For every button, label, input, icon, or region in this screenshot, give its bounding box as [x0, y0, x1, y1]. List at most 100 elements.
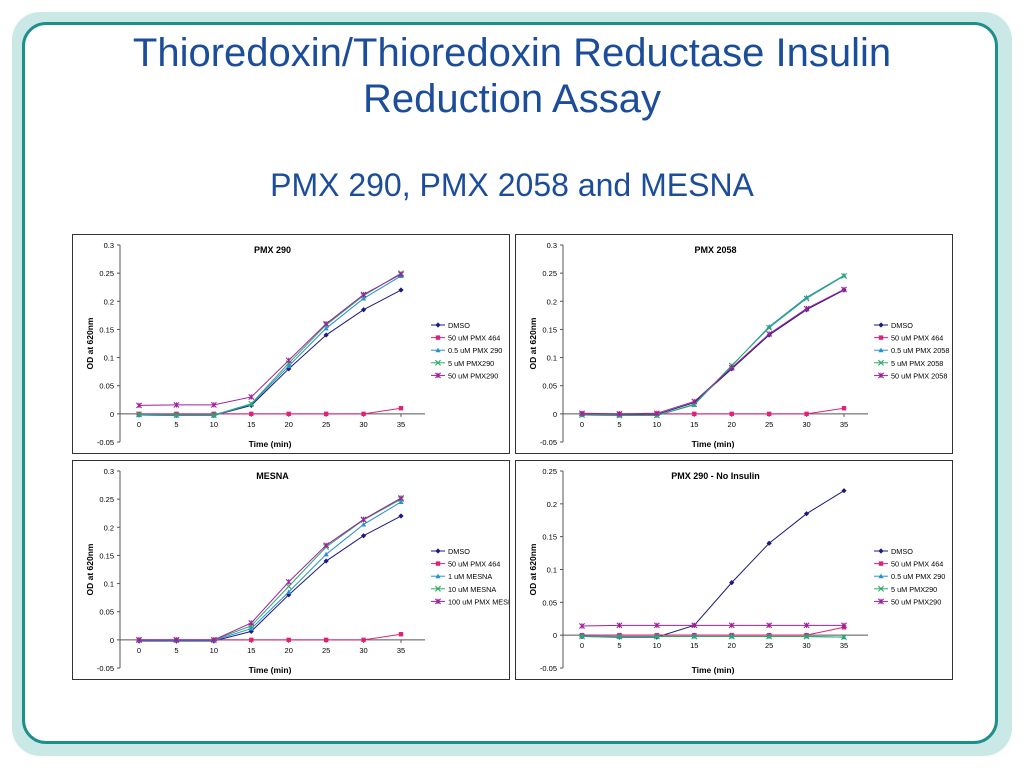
legend-label: DMSO [448, 547, 470, 556]
chart-mesna: MESNA -0.05 0 0.05 0.1 0.15 0.2 0.25 0.3 0 5 10 15 20… [85, 467, 509, 675]
data-point [249, 637, 254, 643]
x-tick-label: 25 [322, 420, 330, 429]
data-point [173, 636, 180, 643]
y-tick-label: 0.25 [542, 467, 557, 476]
data-point [323, 320, 330, 327]
series-line-0 [581, 289, 845, 415]
y-tick-label: 0.2 [547, 297, 557, 306]
series-line-1 [582, 626, 845, 636]
data-point [136, 636, 142, 643]
data-point [728, 633, 735, 640]
data-point [398, 495, 404, 502]
data-point [728, 622, 735, 629]
data-point [286, 411, 291, 417]
data-point [210, 411, 217, 418]
data-point [360, 295, 367, 301]
y-axis-label: OD at 620nm [528, 543, 538, 595]
legend-marker [435, 585, 441, 592]
data-point [285, 578, 292, 585]
series-line-4 [139, 497, 402, 641]
y-tick-label: 0.15 [542, 533, 557, 542]
y-tick-label: -0.05 [97, 438, 114, 447]
legend-marker [435, 561, 441, 566]
x-tick-label: 5 [617, 641, 621, 650]
x-tick-label: 0 [137, 646, 141, 655]
x-tick-label: 15 [690, 641, 698, 650]
x-tick-label: 15 [690, 420, 698, 429]
data-point [323, 411, 329, 417]
series-line-1 [139, 407, 402, 415]
y-tick-label: 0.2 [104, 523, 114, 532]
x-axis-label: Time (min) [692, 439, 735, 449]
data-point [691, 398, 698, 405]
y-tick-label: 0.05 [99, 382, 114, 391]
legend-label: 50 uM PMX290 [448, 371, 498, 380]
legend-marker [435, 598, 441, 605]
data-point [361, 411, 366, 417]
legend-label: 100 uM PMX MESNA [448, 597, 509, 606]
x-tick-label: 10 [653, 641, 661, 650]
legend-marker [878, 548, 884, 554]
y-tick-label: 0.05 [542, 382, 557, 391]
series-line-2 [139, 501, 402, 641]
legend-label: 50 uM PMX 464 [448, 560, 500, 569]
legend-label: 5 uM PMX 2058 [891, 359, 943, 368]
data-point [323, 637, 329, 643]
legend-marker [435, 347, 441, 353]
x-tick-label: 35 [840, 420, 848, 429]
data-point [136, 402, 142, 409]
slide-title: Thioredoxin/Thioredoxin Reductase Insuli… [40, 30, 984, 122]
x-tick-label: 20 [728, 641, 736, 650]
data-point [398, 513, 404, 519]
data-point [766, 324, 772, 329]
data-point [766, 622, 773, 629]
legend-label: DMSO [448, 321, 470, 330]
chart-panel-mesna: MESNA -0.05 0 0.05 0.1 0.15 0.2 0.25 0.3 0 5 10 15 20… [72, 460, 510, 680]
data-point [360, 307, 367, 313]
data-point [136, 411, 142, 418]
data-point [803, 295, 810, 302]
chart-pmx2058: PMX 2058 -0.05 0 0.05 0.1 0.15 0.2 0.25 0.3 0 5 10 1… [528, 241, 949, 449]
data-point [803, 511, 810, 517]
data-point [285, 583, 292, 590]
y-tick-label: 0.1 [104, 580, 114, 589]
legend-label: DMSO [891, 321, 913, 330]
x-tick-label: 20 [728, 420, 736, 429]
chart-pmx290-no-insulin: PMX 290 - No Insulin -0.05 0 0.05 0.1 0.15 0.2… [528, 467, 945, 675]
legend-marker [878, 372, 884, 379]
series-line-0 [139, 515, 402, 642]
x-tick-label: 35 [397, 420, 405, 429]
legend-marker [435, 335, 441, 340]
y-tick-label: 0.25 [99, 495, 114, 504]
data-point [323, 551, 329, 557]
data-point [616, 622, 623, 629]
data-point [286, 637, 291, 643]
legend-marker [435, 573, 441, 579]
chart-panel-pmx2058: PMX 2058 -0.05 0 0.05 0.1 0.15 0.2 0.25 0.3 0 5 10 1… [515, 234, 953, 454]
series-line-4 [581, 624, 844, 627]
x-tick-label: 10 [210, 646, 218, 655]
data-point [248, 619, 255, 626]
data-point [728, 364, 735, 371]
data-point [286, 589, 292, 595]
legend-label: 5 uM PMX290 [448, 359, 494, 368]
x-tick-label: 30 [802, 420, 810, 429]
x-axis-label: Time (min) [249, 439, 292, 449]
series-line-3 [138, 272, 402, 416]
data-point [360, 521, 367, 527]
data-point [360, 516, 367, 523]
y-axis-label: OD at 620nm [528, 317, 538, 369]
data-point [653, 622, 660, 629]
x-tick-label: 25 [765, 420, 773, 429]
legend-marker [878, 359, 884, 366]
data-point [398, 287, 404, 293]
x-tick-label: 5 [617, 420, 621, 429]
legend-marker [878, 322, 884, 328]
x-tick-label: 25 [322, 646, 330, 655]
data-point [841, 622, 847, 629]
chart-title: PMX 2058 [694, 245, 736, 255]
legend-label: 50 uM PMX 464 [891, 334, 943, 343]
y-tick-label: -0.05 [540, 438, 557, 447]
legend-marker [878, 335, 884, 340]
x-tick-label: 20 [285, 646, 293, 655]
